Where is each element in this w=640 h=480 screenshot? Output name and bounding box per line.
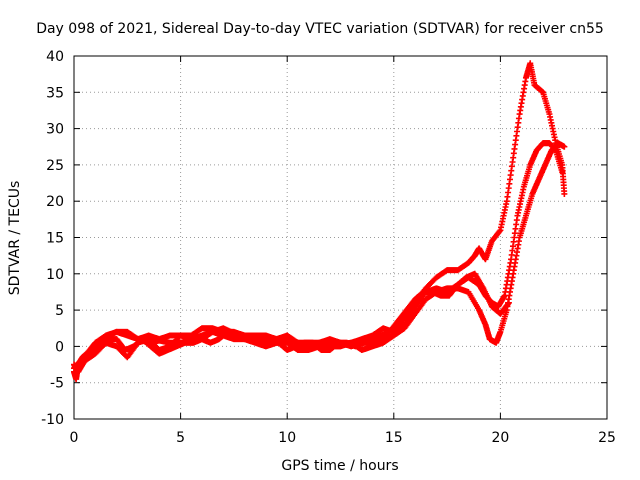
x-tick-label: 10: [278, 430, 296, 446]
y-tick-label: 20: [46, 194, 64, 210]
ticks: 0 5 10 15 20 25 -10 -5 0 5 10 15 20 25 30 35 40: [41, 49, 616, 446]
x-axis-label: GPS time / hours: [281, 458, 398, 474]
data-point-track-a: [496, 228, 503, 235]
data-point-track-b: [561, 143, 568, 150]
y-axis-label: SDTVAR / TECUs: [7, 181, 23, 296]
data-point-track-c: [559, 169, 566, 176]
y-tick-label: 5: [55, 303, 64, 319]
y-tick-label: 0: [55, 339, 64, 355]
y-tick-label: -10: [41, 412, 64, 428]
x-tick-label: 5: [176, 430, 185, 446]
data-points: [71, 60, 568, 383]
x-tick-label: 15: [385, 430, 403, 446]
x-tick-label: 0: [70, 430, 79, 446]
data-point-track-a: [561, 190, 568, 197]
chart-title: Day 098 of 2021, Sidereal Day-to-day VTE…: [36, 21, 604, 37]
y-tick-label: 10: [46, 267, 64, 283]
data-point-track-d: [505, 299, 512, 306]
y-tick-label: 35: [46, 85, 64, 101]
x-tick-label: 25: [598, 430, 616, 446]
y-tick-label: 40: [46, 49, 64, 65]
y-tick-label: 30: [46, 122, 64, 138]
x-tick-label: 20: [491, 430, 509, 446]
y-tick-label: 25: [46, 158, 64, 174]
data-point-track-d: [505, 300, 512, 307]
y-tick-label: -5: [50, 376, 64, 392]
y-tick-label: 15: [46, 231, 64, 247]
